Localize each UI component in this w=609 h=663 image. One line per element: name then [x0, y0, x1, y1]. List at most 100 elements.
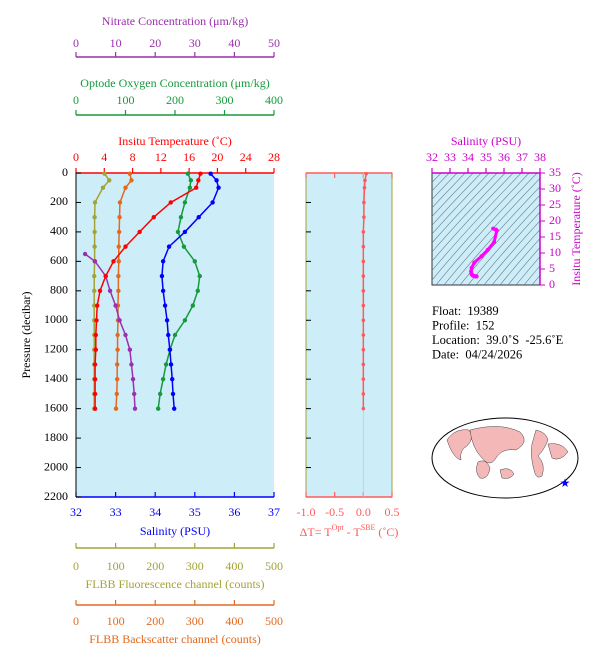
- profile-point: [170, 376, 175, 382]
- ts-point: [474, 274, 479, 279]
- delta-point: [361, 274, 366, 278]
- profile-point: [196, 214, 201, 220]
- profile-point: [163, 362, 169, 367]
- delta-point: [361, 318, 366, 323]
- tick-label: 0: [73, 559, 79, 573]
- profile-point: [100, 185, 106, 190]
- tick-label: 500: [265, 614, 283, 628]
- profile-point: [185, 171, 191, 176]
- axis-title: ΔT= TOpt - TSBE (˚C): [300, 523, 399, 539]
- tick-label: 16: [183, 150, 195, 164]
- profile-point: [151, 214, 156, 220]
- profile-point: [170, 391, 176, 397]
- tick-label: 40: [228, 36, 240, 50]
- delta-point: [362, 185, 367, 190]
- y-tick-label: 2000: [44, 459, 68, 473]
- ts-point: [492, 240, 497, 245]
- tick-label: 50: [268, 36, 280, 50]
- y-tick-label: 2200: [44, 489, 68, 503]
- profile-point: [181, 244, 187, 249]
- profile-line: [94, 173, 202, 409]
- axis-title: FLBB Fluorescence channel (counts): [86, 577, 265, 591]
- axis-title: Salinity (PSU): [140, 524, 210, 538]
- profile-point: [190, 303, 196, 308]
- density-contour: [475, 211, 540, 285]
- axis-title-part: Opt: [332, 523, 345, 532]
- info-line: Date: 04/24/2026: [432, 347, 522, 361]
- profile-line: [93, 173, 111, 409]
- profile-point: [94, 318, 99, 323]
- tick-label: -0.5: [325, 505, 344, 519]
- profile-point: [92, 200, 98, 205]
- delta-point: [364, 171, 369, 176]
- profile-point: [168, 200, 173, 205]
- delta-panel: [305, 172, 393, 498]
- profile-point: [116, 244, 121, 249]
- density-contour: [432, 173, 482, 226]
- density-contour: [560, 168, 609, 290]
- tick-label: 33: [444, 150, 456, 164]
- y-tick-label: 1000: [44, 312, 68, 326]
- profile-point: [92, 391, 98, 397]
- density-contour: [432, 173, 514, 262]
- profile-point: [117, 200, 123, 205]
- tick-label: 38: [534, 150, 546, 164]
- tick-label: 37: [516, 150, 528, 164]
- tick-label: 500: [265, 559, 283, 573]
- tick-label: 300: [186, 614, 204, 628]
- y-tick-label: 200: [50, 194, 68, 208]
- profile-point: [107, 288, 113, 294]
- density-contour: [443, 177, 540, 285]
- density-contour: [499, 237, 540, 285]
- tick-label: 33: [110, 505, 122, 519]
- y-tick-label: 1800: [44, 430, 68, 444]
- profile-point: [130, 376, 136, 382]
- profile-point: [123, 185, 128, 190]
- profile-point: [160, 288, 166, 294]
- profile-point: [132, 406, 138, 411]
- profile-point: [102, 171, 107, 176]
- axis-title: Optode Oxygen Concentration (μm/kg): [80, 76, 269, 90]
- profile-point: [155, 406, 161, 411]
- tick-label: 400: [225, 614, 243, 628]
- tick-label: 36: [228, 505, 240, 519]
- axis-title: Salinity (PSU): [451, 134, 521, 148]
- profile-point: [116, 259, 121, 264]
- density-contour: [523, 265, 540, 285]
- axis-title-part: SBE: [361, 523, 376, 532]
- world-map: ★: [431, 417, 579, 499]
- delta-point: [361, 406, 366, 411]
- profile-point: [132, 391, 137, 397]
- profile-point: [127, 171, 133, 176]
- tick-label: 24: [240, 150, 252, 164]
- density-contour: [467, 203, 540, 285]
- profile-point: [197, 273, 202, 279]
- tick-label: 32: [70, 505, 82, 519]
- profile-point: [92, 259, 98, 264]
- y2-tick-label: 0: [549, 277, 555, 291]
- profile-point: [194, 185, 199, 190]
- profile-point: [115, 332, 120, 338]
- profile-point: [92, 406, 98, 411]
- profile-point: [92, 376, 98, 382]
- axis-title: FLBB Backscatter channel (counts): [89, 632, 261, 646]
- profile-point: [198, 171, 203, 176]
- y-tick-label: 800: [50, 283, 68, 297]
- tick-label: 28: [268, 150, 280, 164]
- density-contour: [515, 256, 540, 285]
- y2-tick-label: 20: [549, 213, 561, 227]
- density-contour: [435, 173, 538, 285]
- profile-point: [208, 171, 213, 176]
- tick-label: -1.0: [297, 505, 316, 519]
- profile-point: [116, 229, 122, 235]
- profile-point: [187, 185, 193, 190]
- delta-line: [362, 173, 367, 409]
- profile-point: [196, 178, 201, 183]
- profile-point: [214, 178, 219, 183]
- tick-label: 30: [189, 36, 201, 50]
- profile-point: [159, 273, 165, 279]
- y2-tick-label: 30: [549, 181, 561, 195]
- profile-point: [182, 200, 188, 205]
- profile-point: [168, 362, 174, 367]
- tick-label: 100: [107, 559, 125, 573]
